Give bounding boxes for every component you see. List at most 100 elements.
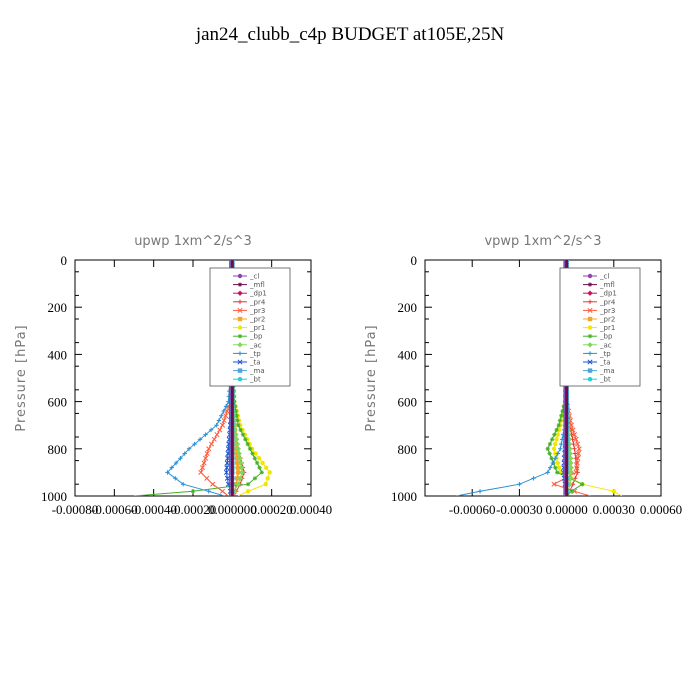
y-axis-label: Pressure [hPa]: [364, 324, 379, 431]
series-point: [567, 475, 574, 481]
series-point: [568, 464, 574, 471]
legend-item-ac: _ac: [583, 341, 612, 349]
x-tick-label: -0.00020: [170, 502, 217, 517]
series-point: [548, 465, 553, 470]
series-point: [574, 460, 580, 466]
series-point: [234, 456, 240, 461]
series-point: [206, 446, 212, 452]
series-point: [245, 441, 250, 447]
legend-label: _pr1: [249, 324, 265, 332]
series-point: [216, 418, 222, 423]
series-point: [247, 446, 253, 451]
legend-item-mfl: _mfl: [583, 281, 615, 289]
legend-marker: [587, 351, 593, 356]
legend-item-pr2: _pr2: [233, 316, 265, 324]
legend-marker: [237, 325, 243, 330]
series-point: [566, 431, 572, 438]
legend-item-ta: _ta: [233, 359, 261, 367]
y-tick-label: 1000: [41, 489, 67, 504]
series-point: [550, 460, 555, 466]
figure-title: jan24_clubb_c4p BUDGET at105E,25N: [195, 24, 505, 45]
series-point: [259, 470, 265, 475]
series-point: [571, 432, 578, 438]
x-tick-label: -0.00030: [496, 502, 543, 517]
legend-label: _dp1: [249, 290, 267, 298]
legend-marker: [237, 359, 243, 365]
series-point: [208, 427, 214, 433]
series-point: [165, 470, 170, 475]
series-point: [219, 422, 226, 428]
legend-box: [559, 267, 641, 387]
legend-label: _ac: [249, 341, 262, 349]
legend-label: _pr2: [249, 316, 265, 324]
series-point: [234, 441, 241, 447]
series-point: [201, 460, 207, 466]
x-tick-label: -0.00080: [52, 502, 99, 517]
series-point: [240, 432, 246, 437]
legend-label: _bp: [599, 333, 613, 341]
series-point: [235, 481, 241, 487]
series-point: [567, 455, 574, 461]
legend-label: _pr3: [599, 307, 615, 315]
series-point: [572, 451, 578, 456]
series-point: [198, 469, 204, 475]
series-point: [235, 446, 241, 452]
legend-marker: [237, 273, 243, 279]
series-point: [203, 455, 209, 461]
series-point: [569, 489, 574, 494]
series-point: [611, 489, 616, 494]
series-point: [573, 456, 578, 461]
series-point: [552, 432, 557, 437]
series-point: [252, 456, 257, 461]
x-tick-label: 0.00040: [290, 502, 332, 517]
legend-marker: [237, 307, 243, 313]
legend-label: _tp: [599, 350, 611, 358]
series-point: [199, 465, 205, 471]
legend-marker: [237, 342, 243, 348]
legend-label: _mfl: [249, 281, 265, 289]
series-point: [234, 413, 239, 418]
y-tick-label: 800: [398, 442, 418, 457]
legend-item-bt: _bt: [233, 376, 261, 384]
series-point: [567, 450, 573, 457]
series-point: [236, 470, 241, 475]
series-point: [221, 417, 227, 424]
legend-item-dp1: _dp1: [583, 290, 617, 298]
legend-label: _cl: [599, 273, 609, 281]
series-point: [214, 432, 220, 438]
series-point: [267, 470, 272, 475]
legend-item-ta: _ta: [583, 359, 611, 367]
x-tick-label: 0.00000: [545, 502, 587, 517]
legend-marker: [587, 299, 593, 304]
series-point: [556, 423, 561, 428]
series-point: [169, 465, 174, 470]
series-point: [206, 489, 211, 494]
legend-label: _bt: [599, 376, 611, 384]
legend-marker: [237, 334, 243, 339]
series-point: [178, 456, 183, 461]
series-point: [217, 427, 223, 433]
series-point: [556, 465, 562, 470]
series-point: [182, 451, 187, 456]
legend-label: _pr2: [599, 316, 615, 324]
legend-item-tp: _tp: [583, 350, 611, 358]
series-point: [551, 446, 557, 451]
x-tick-label: 0.00020: [251, 502, 293, 517]
series-point: [575, 441, 581, 447]
legend-marker: [237, 316, 243, 322]
legend-item-cl: _cl: [583, 273, 609, 281]
series-line: [456, 260, 568, 496]
series-point: [572, 446, 577, 451]
legend-marker: [587, 273, 593, 279]
legend-label: _bt: [249, 376, 261, 384]
legend-marker: [237, 351, 243, 356]
series-point: [190, 489, 196, 494]
series-point: [574, 465, 580, 471]
series-point: [580, 482, 585, 487]
legend-marker: [587, 377, 593, 382]
series-point: [235, 476, 240, 481]
series-point: [214, 423, 219, 428]
series-point: [573, 476, 578, 481]
series-point: [223, 469, 229, 475]
series-point: [573, 436, 579, 442]
